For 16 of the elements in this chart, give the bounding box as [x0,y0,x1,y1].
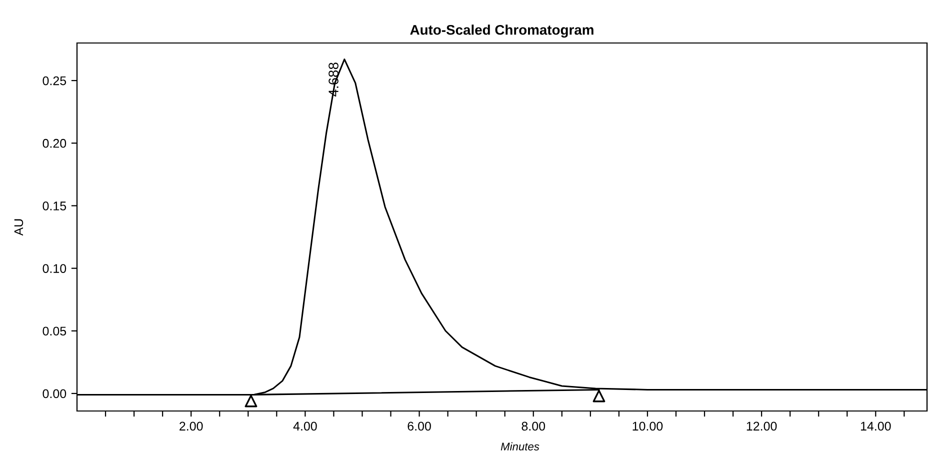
x-tick-label: 12.00 [746,422,777,431]
y-tick-label: 0.00 [42,389,66,398]
chart-title: Auto-Scaled Chromatogram [410,24,594,38]
x-axis-title: Minutes [500,442,540,450]
y-tick-label: 0.20 [42,138,66,148]
y-tick-label: 0.25 [42,76,66,86]
x-tick-label: 2.00 [180,422,203,431]
x-tick-label: 8.00 [522,422,546,431]
x-tick-label: 14.00 [860,422,891,431]
x-tick-label: 6.00 [408,422,431,431]
y-tick-label: 0.10 [42,264,66,273]
x-tick-label: 4.00 [293,422,317,431]
y-axis-title: AU [14,219,24,236]
y-tick-label: 0.15 [42,202,66,210]
x-tick-label: 10.00 [632,422,663,431]
y-tick-label: 0.05 [42,326,66,336]
